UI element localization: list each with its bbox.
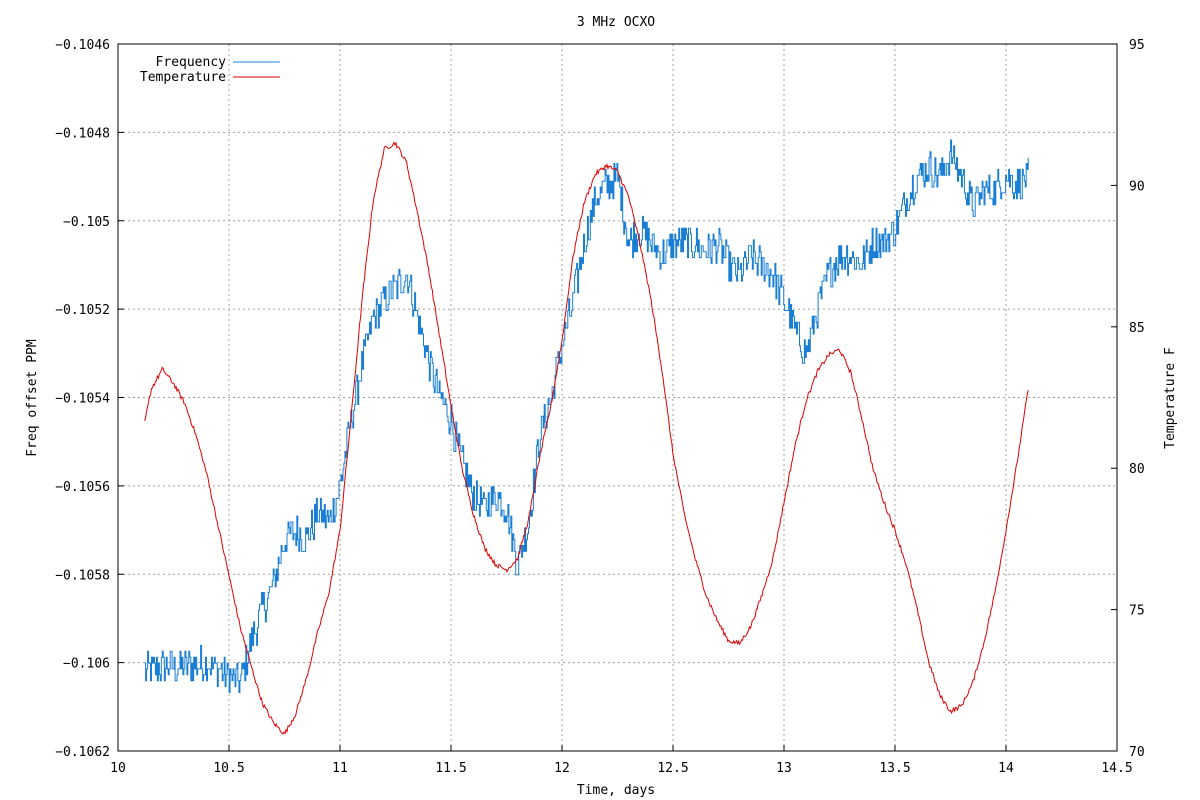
y-tick-label: −0.1052 [55,303,110,318]
x-tick-label: 12 [554,761,570,776]
series-line-temperature [144,141,1029,735]
grid [118,44,1117,751]
x-tick-label: 14 [998,761,1014,776]
y-tick-label: −0.1048 [55,126,110,141]
x-tick-label: 11 [332,761,348,776]
legend-label-temperature: Temperature [140,70,226,85]
x-tick-label: 10.5 [213,761,244,776]
y-tick-label: −0.1056 [55,480,110,495]
y-tick-label: −0.1054 [55,392,110,407]
x-axis-label: Time, days [577,783,655,798]
legend-label-frequency: Frequency [156,55,227,70]
x-tick-label: 12.5 [657,761,688,776]
y2-tick-label: 80 [1129,462,1145,477]
chart-title: 3 MHz OCXO [577,15,655,30]
y-tick-label: −0.1062 [55,745,110,760]
x-tick-label: 13 [776,761,792,776]
y2-tick-label: 95 [1129,38,1145,53]
plot-area [144,139,1029,735]
x-tick-label: 13.5 [879,761,910,776]
x-tick-label: 10 [110,761,126,776]
y2-tick-label: 70 [1129,745,1145,760]
series-line-frequency [144,139,1029,693]
y-tick-label: −0.106 [63,657,110,672]
x-tick-label: 14.5 [1101,761,1132,776]
y2-tick-label: 90 [1129,179,1145,194]
plot-frame [117,43,1118,752]
y2-axis-label: Temperature F [1163,347,1178,449]
y-tick-label: −0.1046 [55,38,110,53]
x-tick-label: 11.5 [435,761,466,776]
y2-tick-label: 85 [1129,321,1145,336]
y-tick-label: −0.105 [63,215,110,230]
y2-tick-label: 75 [1129,604,1145,619]
y-axis-label: Freq offset PPM [25,339,40,457]
y-tick-label: −0.1058 [55,568,110,583]
axes-ticks: 10 10.5 11 11.5 12 12.5 13 13.5 14 14.5 −0.1046 −0.… [55,38,1144,776]
